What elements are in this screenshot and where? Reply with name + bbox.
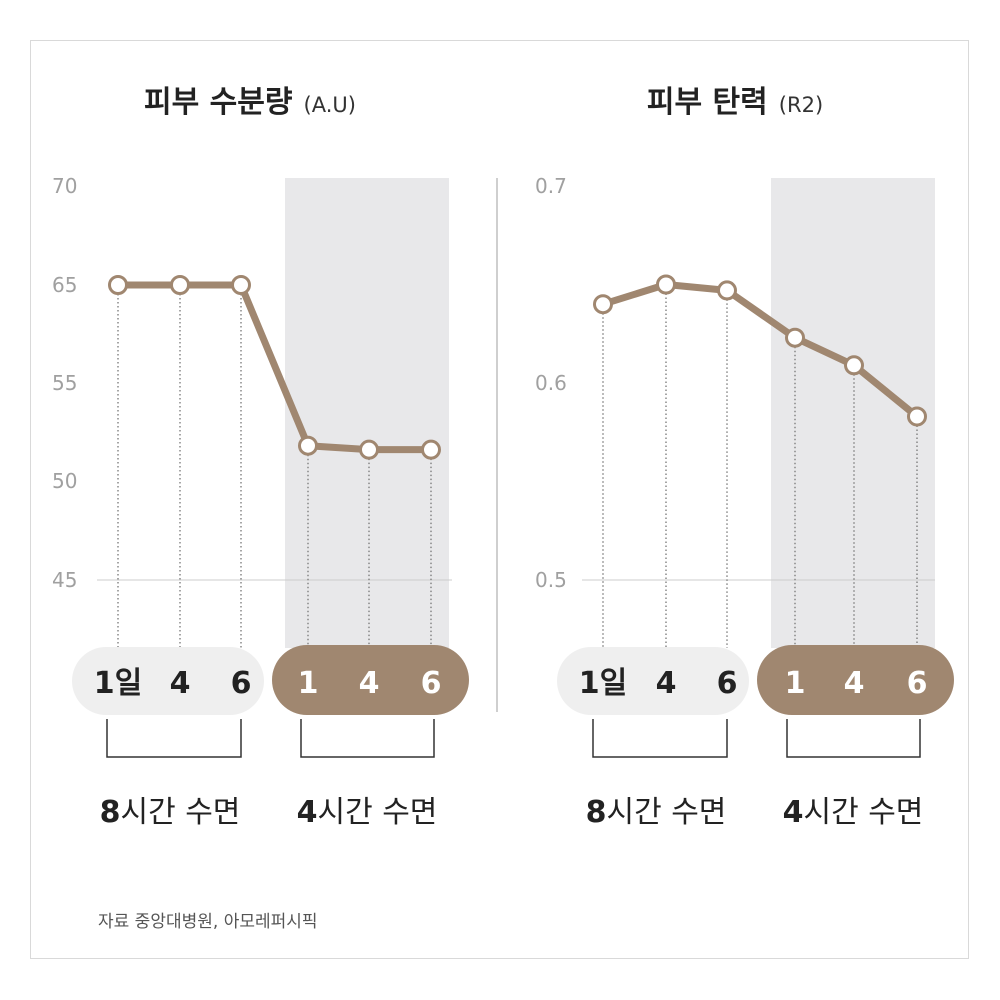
chart2-data-point xyxy=(593,294,613,315)
chart2-y-tick-label: 0.5 xyxy=(535,568,567,592)
chart2-series-line xyxy=(599,281,921,420)
chart1-data-point xyxy=(108,275,128,295)
chart2-bracket-4h xyxy=(786,719,921,758)
chart2-pill-8h xyxy=(557,647,749,715)
chart2-data-point xyxy=(717,280,737,301)
chart2-x-category-label: 1 xyxy=(785,666,806,701)
chart1-y-tick-label: 50 xyxy=(52,469,77,493)
chart1-y-tick-label: 45 xyxy=(52,568,77,592)
chart1-x-category-label: 6 xyxy=(231,666,252,701)
chart2-bracket-8h xyxy=(592,719,728,758)
chart1-x-category-label: 6 xyxy=(421,666,442,701)
chart1-group2-label: 4시간 수면 xyxy=(297,795,438,830)
chart2-y-tick-label: 0.6 xyxy=(535,371,567,395)
chart2-group2-label: 4시간 수면 xyxy=(783,795,924,830)
chart1-data-point xyxy=(359,439,379,460)
chart1-y-tick-label: 65 xyxy=(52,273,77,297)
chart1-x-category-label: 4 xyxy=(359,666,380,701)
chart1-x-category-label: 1일 xyxy=(94,666,142,701)
chart2-pill-4h xyxy=(757,645,954,715)
chart2-group1-label: 8시간 수면 xyxy=(586,795,727,830)
source-note: 자료 중앙대병원, 아모레퍼시픽 xyxy=(98,912,318,932)
chart2-x-category-label: 6 xyxy=(717,666,738,701)
chart1-data-point xyxy=(170,275,190,295)
chart1-x-category-label: 1 xyxy=(298,666,319,701)
chart1-y-tick-label: 70 xyxy=(52,174,77,198)
chart1-x-category-label: 4 xyxy=(170,666,191,701)
chart1-pill-4h xyxy=(272,645,469,715)
chart2-y-tick-label: 0.7 xyxy=(535,174,567,198)
chart2-x-category-label: 6 xyxy=(907,666,928,701)
chart1-bracket-8h xyxy=(106,719,242,758)
chart1-data-point xyxy=(298,435,318,456)
chart1-data-point xyxy=(421,439,441,460)
chart1-y-tick-label: 55 xyxy=(52,371,77,395)
chart1-data-point xyxy=(231,275,251,295)
chart1-group1-label: 8시간 수면 xyxy=(100,795,241,830)
chart2-x-category-label: 4 xyxy=(656,666,677,701)
chart2-x-category-label: 1일 xyxy=(579,666,627,701)
chart1-panel: 70 65 55 50 45 1일 4 6 1 4 6 xyxy=(52,174,469,758)
chart2-panel: 0.7 0.6 0.5 1일 4 6 1 4 6 xyxy=(535,174,954,758)
chart-frame xyxy=(30,40,969,959)
chart2-data-point xyxy=(785,327,805,348)
chart1-series-line xyxy=(114,281,435,454)
chart1-pill-8h xyxy=(72,647,264,715)
chart1-shaded-region xyxy=(285,178,449,648)
chart2-data-point xyxy=(656,274,676,295)
chart2-x-category-label: 4 xyxy=(844,666,865,701)
chart1-title: 피부 수분량 (A.U) xyxy=(144,85,356,120)
chart2-data-point xyxy=(844,355,864,376)
chart2-data-point xyxy=(907,406,927,427)
chart2-title: 피부 탄력 (R2) xyxy=(647,85,823,120)
chart1-bracket-4h xyxy=(300,719,435,758)
